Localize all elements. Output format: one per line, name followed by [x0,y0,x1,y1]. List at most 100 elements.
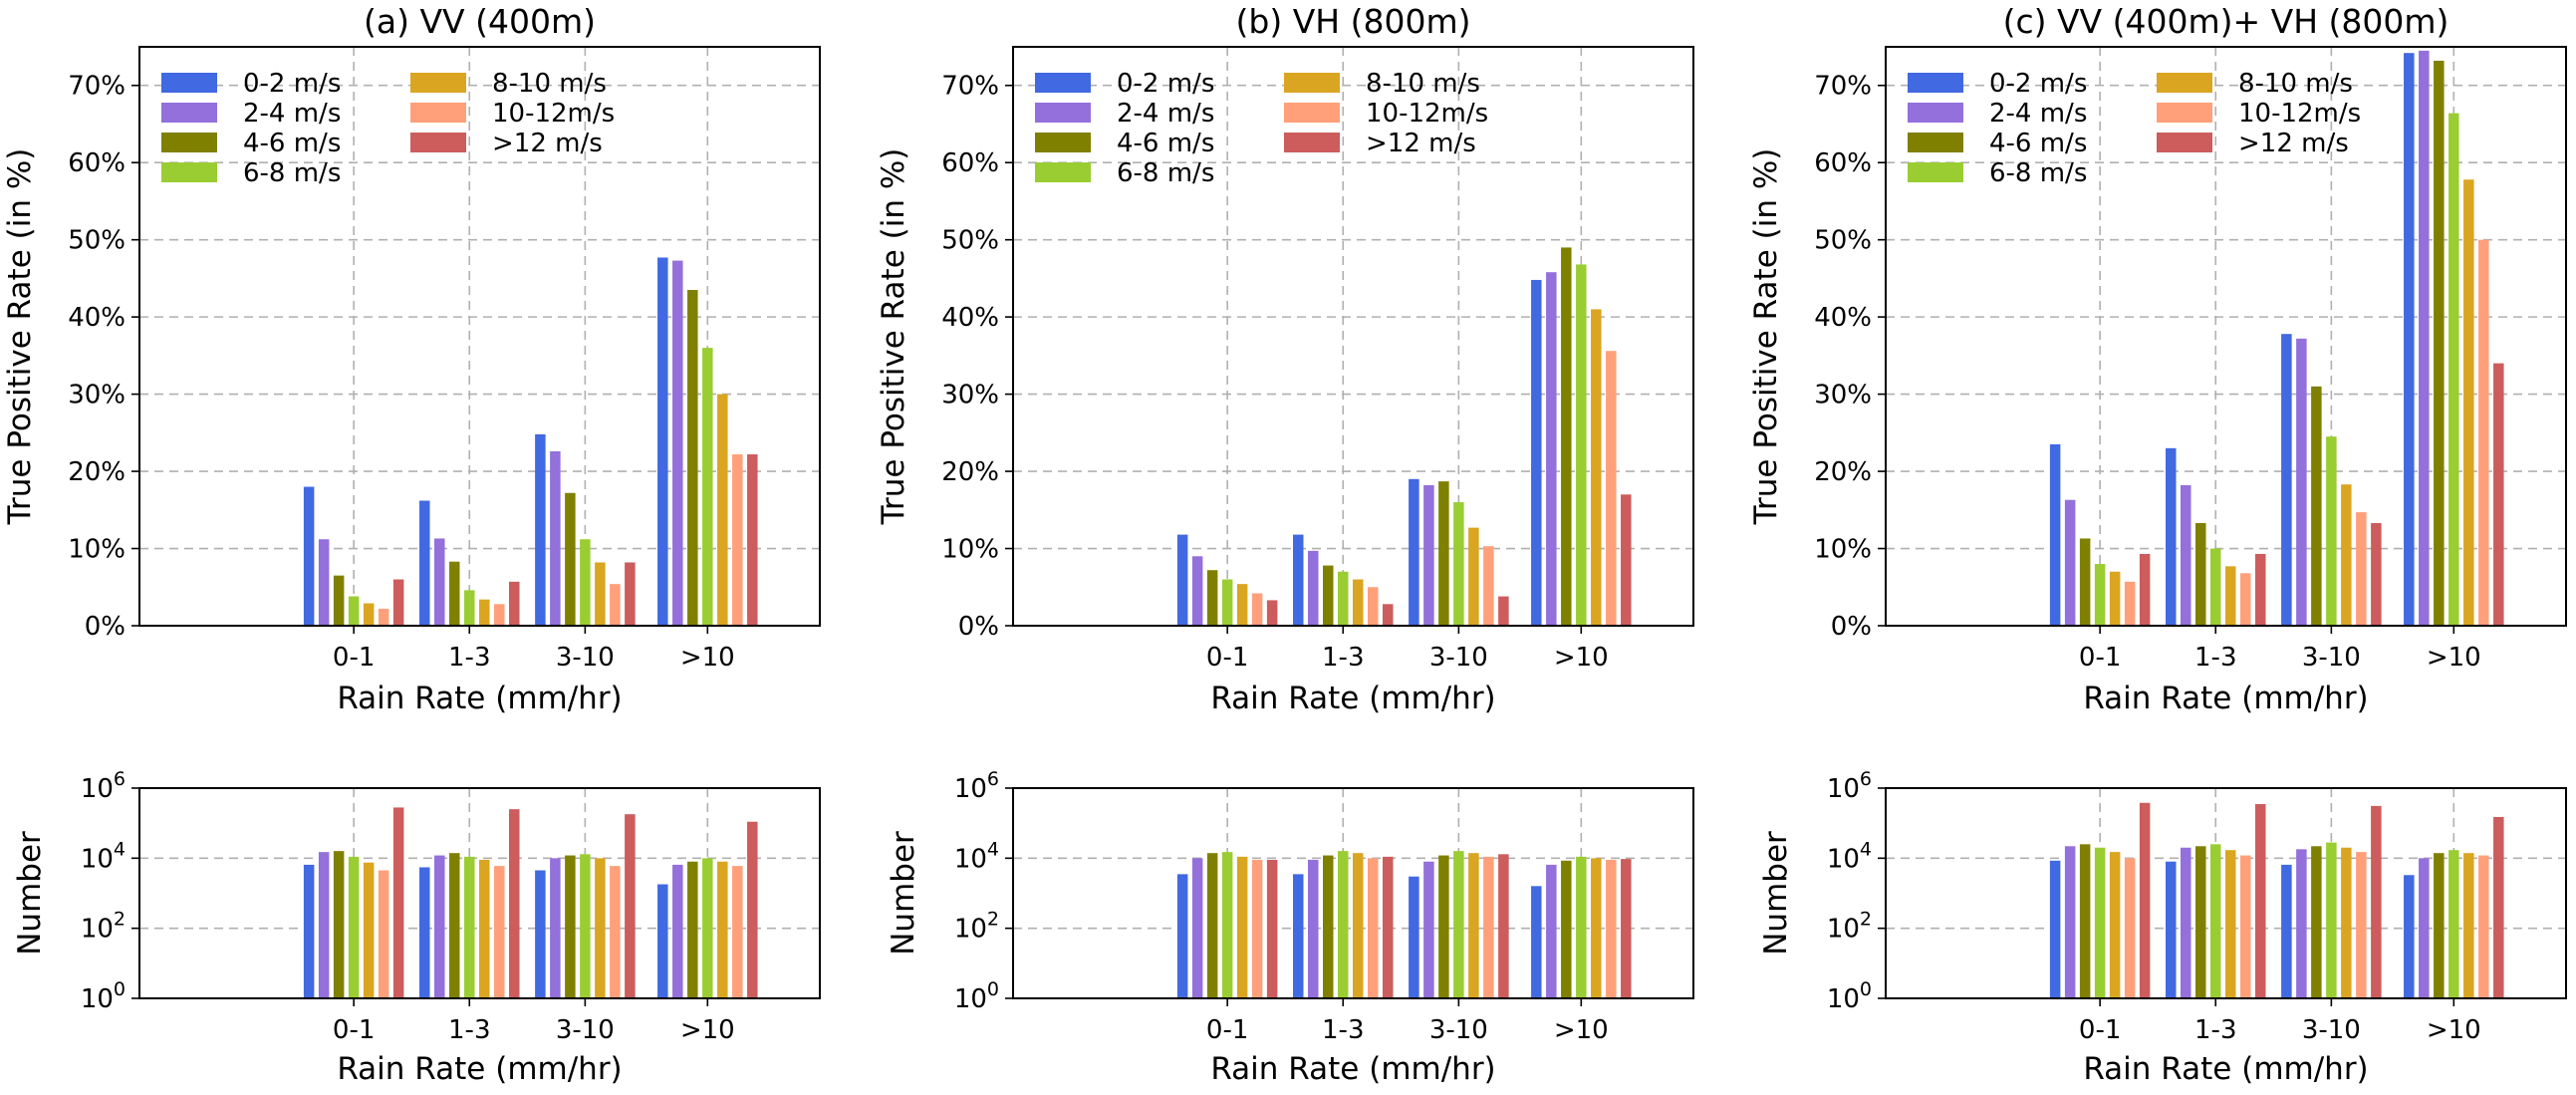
y-tick-label: 104 [1827,838,1872,874]
y-tick-label: 102 [1827,909,1872,945]
bar [1546,272,1557,626]
bar [2493,363,2504,626]
legend-swatch [161,73,217,93]
x-tick-label: 0-1 [2079,643,2121,673]
x-tick-label: 1-3 [1322,1015,1364,1045]
bar [1498,854,1509,998]
bar [449,561,460,626]
y-tick-label: 106 [81,768,126,804]
bar [1368,587,1379,626]
bar [348,596,360,626]
x-tick-label: 3-10 [556,1015,615,1045]
bar [2434,60,2445,627]
legend-label: 2-4 m/s [1989,99,2087,129]
bar [565,492,576,626]
bar [2326,842,2337,998]
bar [687,861,698,998]
bar [672,864,683,998]
legend-swatch [1908,103,1963,123]
bar [1423,861,1434,998]
x-axis-label: Rain Rate (mm/hr) [2083,1051,2368,1087]
y-tick-label: 40% [941,303,999,333]
y-tick-label: 104 [81,838,126,874]
legend-swatch [2157,133,2212,152]
bar [580,539,591,626]
legend-swatch [410,73,466,93]
bar [494,866,505,998]
bar [2341,484,2352,626]
x-tick-label: 0-1 [333,1015,375,1045]
bar [1546,864,1557,998]
bar [392,579,404,626]
bar [494,604,505,626]
y-tick-label: 50% [941,226,999,256]
bar [535,433,546,626]
bar [2296,849,2307,998]
y-tick-label: 106 [954,768,999,804]
bar [1293,874,1304,998]
bar [595,562,606,626]
bar [1206,570,1218,626]
bar [1468,853,1479,998]
y-axis-label: True Positive Rate (in %) [876,148,911,526]
x-tick-label: 1-3 [2194,1015,2236,1045]
bar [717,394,728,626]
x-tick-label: >10 [680,643,735,673]
y-tick-label: 20% [941,457,999,487]
legend-label: 10-12m/s [1366,99,1488,129]
legend-label: 4-6 m/s [243,129,341,158]
legend-label: 6-8 m/s [243,158,341,188]
bar [2181,485,2191,626]
y-tick-label: 106 [1827,768,1872,804]
bar [392,807,404,998]
y-tick-label: 70% [1814,72,1872,102]
bar [2296,338,2307,626]
bar [2311,846,2322,998]
y-tick-label: 70% [941,72,999,102]
bar [2195,846,2206,998]
bar [2326,436,2337,626]
bar [1176,534,1188,626]
bar [1236,856,1248,998]
bar [2240,573,2251,626]
legend-label: >12 m/s [492,129,603,158]
legend-label: 6-8 m/s [1117,158,1214,188]
bar [333,575,345,626]
x-tick-label: 3-10 [1429,643,1488,673]
bar [702,348,713,626]
bar [2463,179,2474,626]
bar [1423,485,1434,626]
legend: 0-2 m/s2-4 m/s4-6 m/s6-8 m/s 8-10 m/s10-1… [1908,69,2361,188]
bar [625,562,636,626]
bar [1221,852,1233,998]
bar [550,858,561,998]
y-tick-label: 10% [941,535,999,565]
bar [1531,279,1542,626]
x-axis-label: Rain Rate (mm/hr) [337,1051,622,1087]
bar [702,858,713,998]
bar [348,856,360,998]
bar [1383,604,1394,626]
bar [378,608,389,626]
bar [2109,571,2121,626]
bar [1176,874,1188,998]
legend-label: 4-6 m/s [1989,129,2087,158]
bar [2225,850,2236,998]
legend-label: 6-8 m/s [1989,158,2087,188]
y-tick-label: 10% [68,535,126,565]
bar [2064,499,2076,626]
legend-label: 10-12m/s [492,99,615,129]
y-tick-label: 0% [958,612,999,642]
y-tick-label: 30% [68,381,126,411]
y-tick-label: 10% [1814,535,1872,565]
legend-swatch [1284,133,1340,152]
bar [2079,538,2091,626]
bar [1353,853,1364,998]
x-tick-label: >10 [2427,1015,2481,1045]
y-tick-label: 100 [954,978,999,1014]
chart-title: (a) VV (400m) [364,2,596,41]
bar [657,257,668,626]
bar [1453,502,1464,626]
bar [2139,553,2151,626]
